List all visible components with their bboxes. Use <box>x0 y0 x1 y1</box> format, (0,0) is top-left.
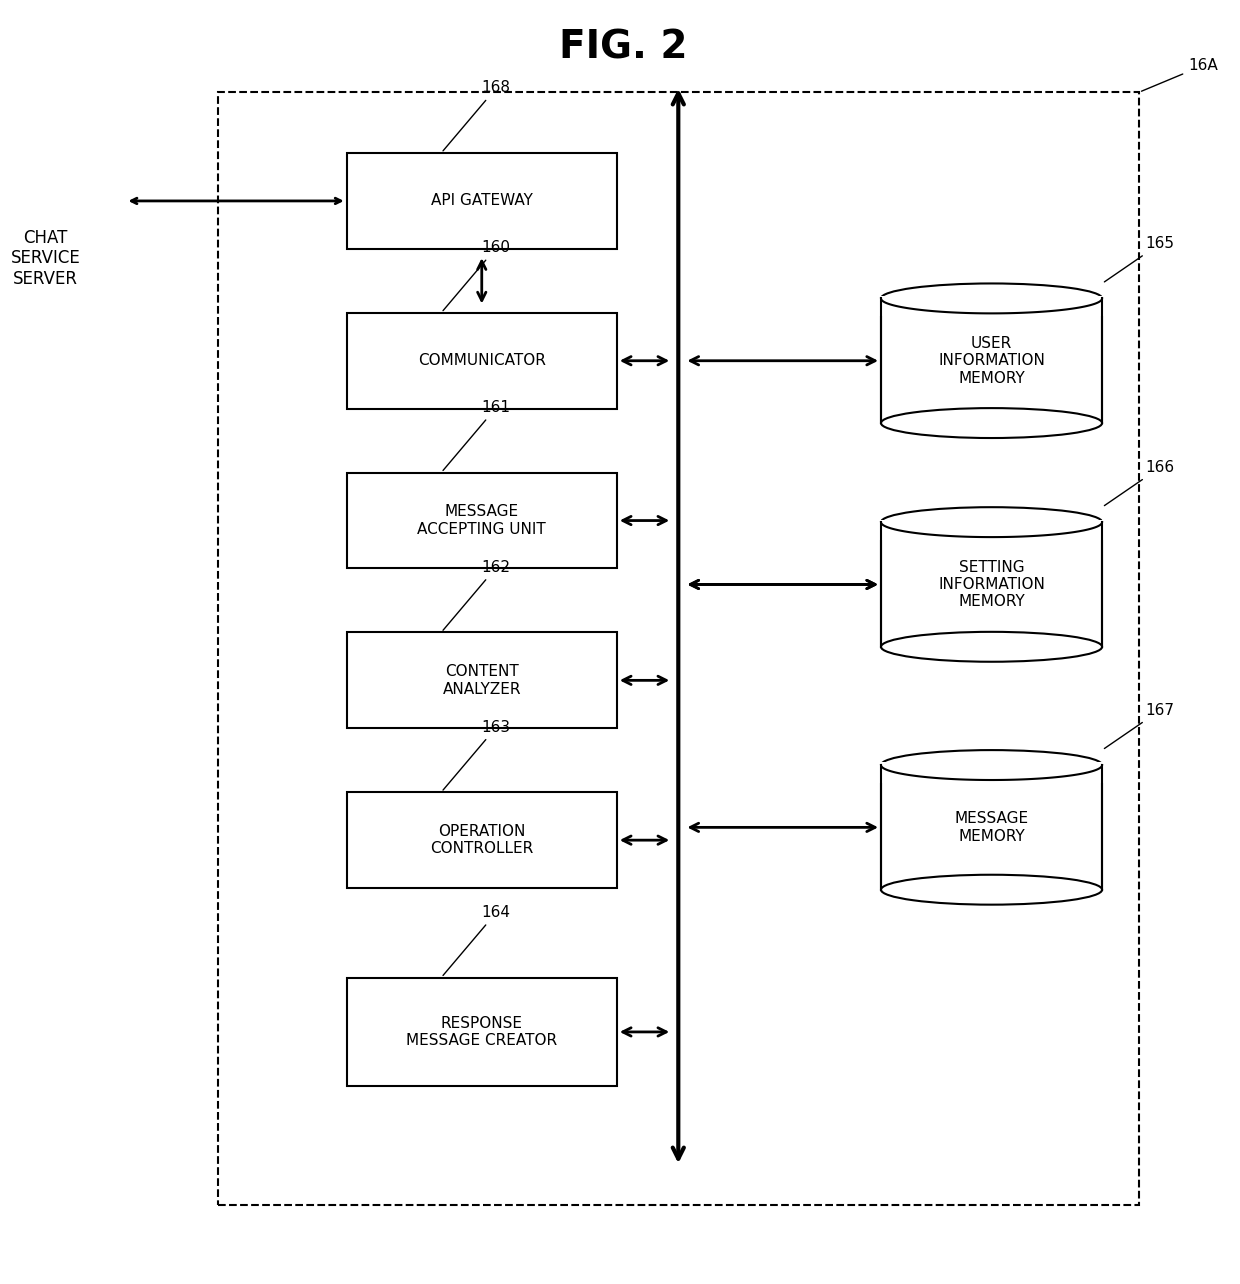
Text: MESSAGE
ACCEPTING UNIT: MESSAGE ACCEPTING UNIT <box>418 505 546 537</box>
Text: 161: 161 <box>443 401 511 470</box>
Ellipse shape <box>880 284 1102 313</box>
Text: 163: 163 <box>443 720 511 790</box>
Ellipse shape <box>880 507 1102 537</box>
Text: 16A: 16A <box>1142 58 1218 91</box>
Text: 164: 164 <box>443 905 511 976</box>
FancyBboxPatch shape <box>880 523 1102 647</box>
Text: MESSAGE
MEMORY: MESSAGE MEMORY <box>955 811 1029 844</box>
Text: 162: 162 <box>443 560 511 630</box>
Text: 166: 166 <box>1105 460 1174 506</box>
FancyBboxPatch shape <box>347 153 616 249</box>
Text: COMMUNICATOR: COMMUNICATOR <box>418 353 546 369</box>
Ellipse shape <box>880 874 1102 905</box>
Text: CONTENT
ANALYZER: CONTENT ANALYZER <box>443 664 521 696</box>
FancyBboxPatch shape <box>880 298 1102 422</box>
Text: 160: 160 <box>443 240 511 311</box>
Text: USER
INFORMATION
MEMORY: USER INFORMATION MEMORY <box>939 336 1045 385</box>
Ellipse shape <box>880 408 1102 438</box>
Text: 168: 168 <box>443 81 511 152</box>
Ellipse shape <box>880 750 1102 779</box>
FancyBboxPatch shape <box>347 977 616 1086</box>
FancyBboxPatch shape <box>347 313 616 408</box>
FancyBboxPatch shape <box>878 520 1105 539</box>
FancyBboxPatch shape <box>218 92 1140 1204</box>
FancyBboxPatch shape <box>347 633 616 728</box>
FancyBboxPatch shape <box>347 792 616 889</box>
Text: FIG. 2: FIG. 2 <box>559 28 687 67</box>
Text: CHAT
SERVICE
SERVER: CHAT SERVICE SERVER <box>11 229 81 289</box>
Text: OPERATION
CONTROLLER: OPERATION CONTROLLER <box>430 824 533 856</box>
Text: 167: 167 <box>1105 704 1174 749</box>
Text: RESPONSE
MESSAGE CREATOR: RESPONSE MESSAGE CREATOR <box>407 1016 557 1048</box>
Ellipse shape <box>880 632 1102 661</box>
FancyBboxPatch shape <box>347 473 616 569</box>
Text: 165: 165 <box>1105 236 1174 282</box>
FancyBboxPatch shape <box>878 763 1105 782</box>
FancyBboxPatch shape <box>880 765 1102 890</box>
Text: API GATEWAY: API GATEWAY <box>430 194 533 208</box>
FancyBboxPatch shape <box>878 295 1105 316</box>
Text: SETTING
INFORMATION
MEMORY: SETTING INFORMATION MEMORY <box>939 560 1045 610</box>
